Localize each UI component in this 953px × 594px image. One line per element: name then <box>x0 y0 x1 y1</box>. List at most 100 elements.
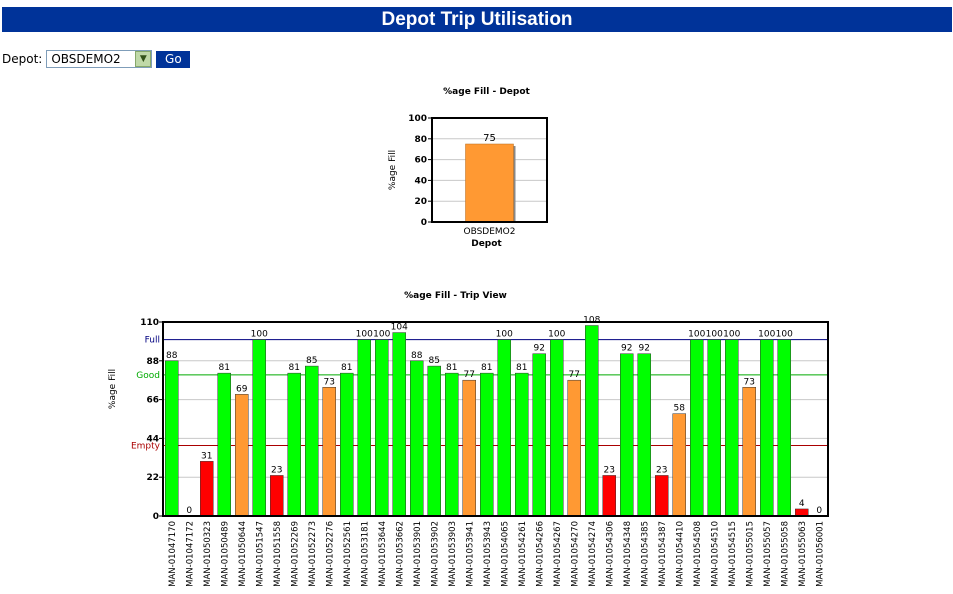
data-label: 75 <box>483 133 496 144</box>
data-label: 100 <box>758 330 775 340</box>
bar <box>270 475 284 517</box>
x-tick-label: MAN-01052273 <box>308 521 318 587</box>
data-label: 81 <box>446 363 457 373</box>
depot-select[interactable]: OBSDEMO2 ▼ <box>46 50 153 68</box>
x-tick-label: MAN-01053181 <box>360 521 370 587</box>
bar <box>287 372 301 517</box>
y-tick-label: 88 <box>146 357 159 367</box>
y-tick-label: 0 <box>153 512 159 522</box>
bar <box>462 379 476 517</box>
y-tick-label: 66 <box>146 396 159 406</box>
bar <box>445 372 459 517</box>
x-tick-label: MAN-01053644 <box>378 521 388 587</box>
x-axis-label: Depot <box>471 239 502 249</box>
bar <box>602 475 616 517</box>
x-tick-label: MAN-01054508 <box>693 521 703 587</box>
data-label: 100 <box>723 330 740 340</box>
bar <box>357 339 371 517</box>
page-title: Depot Trip Utilisation <box>2 7 952 32</box>
bar <box>532 353 546 517</box>
bar <box>655 475 669 517</box>
x-tick-label: MAN-01052276 <box>325 521 335 587</box>
data-label: 85 <box>306 356 317 366</box>
y-tick-label: 40 <box>414 176 427 186</box>
plot-border <box>162 321 829 517</box>
x-tick-label: MAN-01054270 <box>570 521 580 587</box>
x-tick-label: MAN-01053901 <box>413 521 423 587</box>
x-tick-label: MAN-01050323 <box>203 521 213 587</box>
data-label: 100 <box>356 330 373 340</box>
x-tick-label: MAN-01054515 <box>728 521 738 587</box>
bar <box>585 325 599 517</box>
chart-title: %age Fill - Trip View <box>404 291 507 301</box>
y-tick-label: 44 <box>146 434 159 444</box>
data-label: 0 <box>816 506 822 516</box>
bar <box>707 339 721 517</box>
x-tick-label: MAN-01054387 <box>658 521 668 587</box>
depot-select-value: OBSDEMO2 <box>51 52 121 66</box>
y-tick-label: 0 <box>421 218 427 228</box>
x-tick-label: MAN-01054267 <box>553 521 563 587</box>
data-label: 92 <box>534 344 545 354</box>
bar <box>340 372 354 517</box>
chevron-down-icon[interactable]: ▼ <box>135 51 152 67</box>
data-label: 69 <box>236 384 248 394</box>
bar <box>375 339 389 517</box>
data-label: 81 <box>219 363 230 373</box>
data-label: 81 <box>289 363 300 373</box>
data-label: 23 <box>604 465 615 475</box>
y-tick-label: 22 <box>146 473 159 483</box>
depot-fill-chart: %age Fill - Depot 0 20 40 60 80 100 75 OBSDEMO2 D… <box>388 87 548 249</box>
reference-line-label: Good <box>136 371 160 381</box>
data-label: 100 <box>706 330 723 340</box>
x-tick-label: OBSDEMO2 <box>463 227 515 237</box>
y-tick-label: 100 <box>408 114 427 124</box>
x-tick-label: MAN-01055063 <box>798 521 808 587</box>
data-label: 92 <box>621 344 632 354</box>
x-tick-label: MAN-01047172 <box>185 521 195 587</box>
bar <box>427 365 441 517</box>
data-label: 0 <box>186 506 192 516</box>
reference-line-label: Empty <box>131 441 161 451</box>
data-label: 100 <box>776 330 793 340</box>
data-label: 108 <box>583 316 600 326</box>
x-tick-label: MAN-01050489 <box>220 521 230 587</box>
bar <box>322 387 336 517</box>
data-label: 77 <box>464 370 475 380</box>
y-tick-label: 80 <box>414 135 427 145</box>
bar <box>672 413 686 517</box>
bar <box>777 339 791 517</box>
data-label: 100 <box>688 330 705 340</box>
x-tick-label: MAN-01055015 <box>745 521 755 587</box>
x-tick-label: MAN-01054410 <box>675 521 685 587</box>
data-label: 81 <box>516 363 527 373</box>
depot-selector-row: Depot: OBSDEMO2 ▼ Go <box>2 49 191 69</box>
bar <box>465 143 514 223</box>
bar <box>550 339 564 517</box>
data-label: 100 <box>496 330 513 340</box>
data-label: 100 <box>373 330 390 340</box>
reference-line-label: Full <box>145 336 160 346</box>
bar <box>620 353 634 517</box>
data-label: 81 <box>341 363 352 373</box>
bar <box>305 365 319 517</box>
x-tick-label: MAN-01050644 <box>238 521 248 587</box>
x-tick-label: MAN-01055057 <box>763 521 773 587</box>
bar <box>567 379 581 517</box>
x-tick-label: MAN-01053941 <box>465 521 475 587</box>
data-label: 4 <box>799 499 805 509</box>
data-label: 88 <box>411 351 423 361</box>
x-tick-label: MAN-01054261 <box>518 521 528 587</box>
x-tick-label: MAN-01054510 <box>710 521 720 587</box>
x-tick-label: MAN-01052269 <box>290 521 300 587</box>
bar <box>200 461 214 517</box>
go-button[interactable]: Go <box>156 50 191 68</box>
data-label: 73 <box>744 377 755 387</box>
x-tick-label: MAN-01054274 <box>588 521 598 587</box>
x-tick-label: MAN-01051558 <box>273 521 283 587</box>
data-label: 81 <box>481 363 492 373</box>
data-label: 31 <box>201 451 212 461</box>
data-label: 58 <box>674 404 686 414</box>
data-label: 104 <box>391 323 408 333</box>
bar <box>515 372 529 517</box>
